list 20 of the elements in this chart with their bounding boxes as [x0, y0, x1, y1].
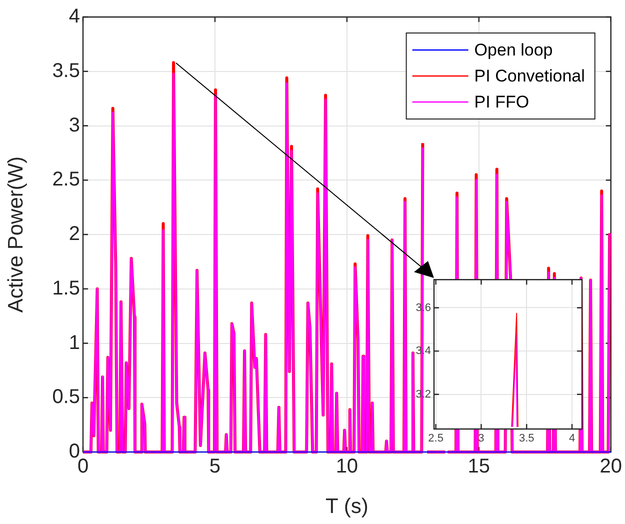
y-tick-label: 2: [68, 223, 80, 246]
x-axis-title: T (s): [326, 495, 368, 518]
y-tick-label: 3: [68, 114, 80, 136]
legend-label: PI Convetional: [474, 66, 585, 86]
x-tick-label: 5: [209, 456, 221, 478]
y-tick-label: 2.5: [52, 168, 80, 191]
y-axis-title: Active Power(W): [4, 156, 28, 313]
x-tick-label: 2.5: [428, 432, 444, 445]
y-tick-label: 3.5: [52, 60, 80, 82]
y-tick-label: 4: [68, 6, 80, 28]
x-tick-label: 3.5: [518, 432, 534, 445]
x-tick-label: 20: [600, 456, 622, 478]
x-tick-label: 10: [336, 456, 358, 478]
y-tick-label: 0.5: [52, 386, 80, 408]
legend-label: PI FFO: [474, 92, 530, 112]
x-tick-label: 4: [568, 432, 576, 445]
x-tick-label: 15: [468, 456, 490, 478]
legend-label: Open loop: [474, 40, 553, 60]
y-tick-label: 1.5: [52, 277, 80, 300]
y-tick-label: 1: [68, 332, 80, 354]
